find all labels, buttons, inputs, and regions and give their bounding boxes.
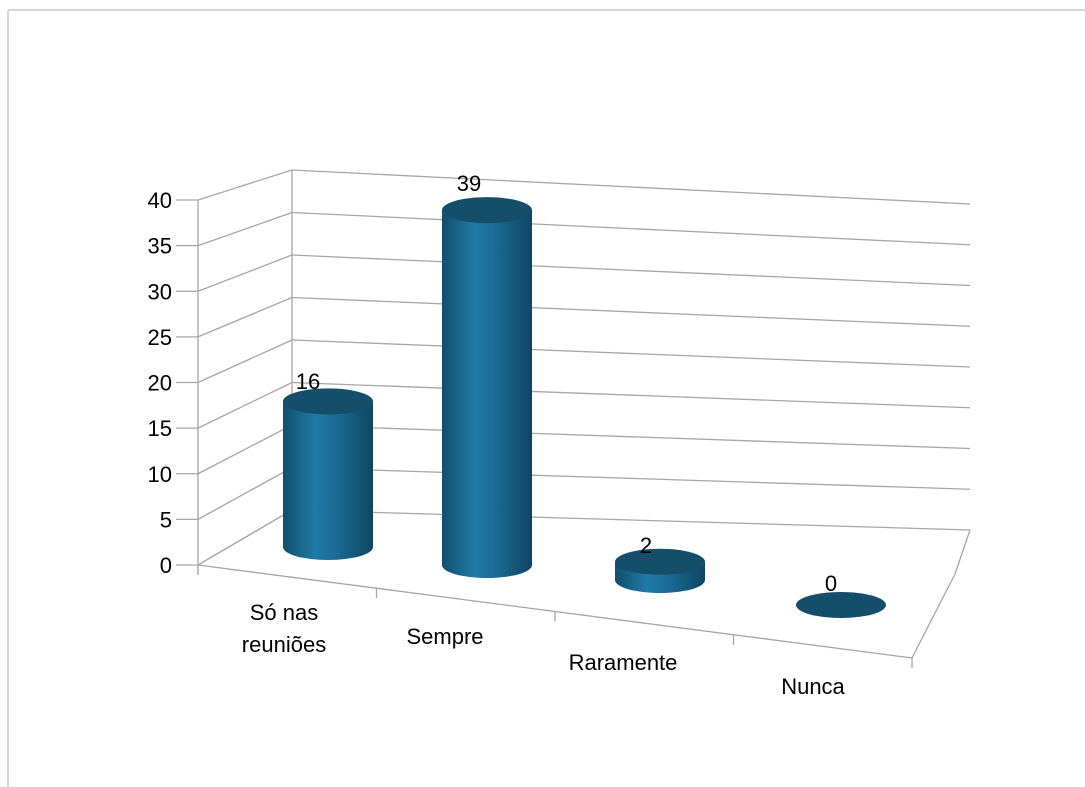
bar-top xyxy=(615,548,705,575)
floor-front-right-edge xyxy=(911,573,956,659)
x-category-label: Sempre xyxy=(406,624,483,649)
x-category-label: Nunca xyxy=(781,674,845,699)
back-gridline xyxy=(291,339,971,368)
back-gridline xyxy=(291,466,971,490)
side-gridline xyxy=(197,466,293,520)
data-label: 16 xyxy=(296,369,320,394)
bar-body xyxy=(283,401,373,560)
y-tick-label: 30 xyxy=(148,279,172,304)
side-gridline xyxy=(197,296,293,338)
data-label: 0 xyxy=(825,571,837,596)
side-gridline xyxy=(197,339,293,384)
side-gridline xyxy=(197,211,293,247)
bar-top xyxy=(796,592,886,618)
floor-left-edge xyxy=(197,509,293,566)
side-gridline xyxy=(197,169,293,201)
bar-body xyxy=(442,210,532,578)
side-gridline xyxy=(197,381,293,429)
bar xyxy=(796,592,886,618)
x-category-label: reuniões xyxy=(242,632,326,657)
data-label: 39 xyxy=(457,171,481,196)
y-tick-label: 25 xyxy=(148,325,172,350)
y-tick-label: 40 xyxy=(148,188,172,213)
bar xyxy=(615,548,705,593)
bar xyxy=(442,197,532,578)
y-tick-label: 5 xyxy=(160,507,172,532)
back-gridline xyxy=(291,254,971,287)
floor-right-edge xyxy=(954,529,971,575)
x-category-label: Só nas xyxy=(250,600,319,625)
side-gridline xyxy=(197,424,293,475)
back-gridline xyxy=(291,296,971,327)
floor-back-edge xyxy=(291,509,971,531)
back-gridline xyxy=(291,381,971,409)
y-tick-label: 20 xyxy=(148,371,172,396)
y-tick-label: 0 xyxy=(160,553,172,578)
bar-top xyxy=(283,388,373,415)
back-gridline xyxy=(291,211,971,246)
bar xyxy=(283,388,373,560)
bar-top xyxy=(442,197,532,224)
x-category-label: Raramente xyxy=(569,650,678,675)
back-gridline xyxy=(291,169,971,205)
y-tick-label: 10 xyxy=(148,462,172,487)
data-label: 2 xyxy=(640,533,652,558)
side-gridline xyxy=(197,254,293,292)
y-tick-label: 15 xyxy=(148,416,172,441)
back-gridline xyxy=(291,424,971,450)
y-tick-label: 35 xyxy=(148,234,172,259)
